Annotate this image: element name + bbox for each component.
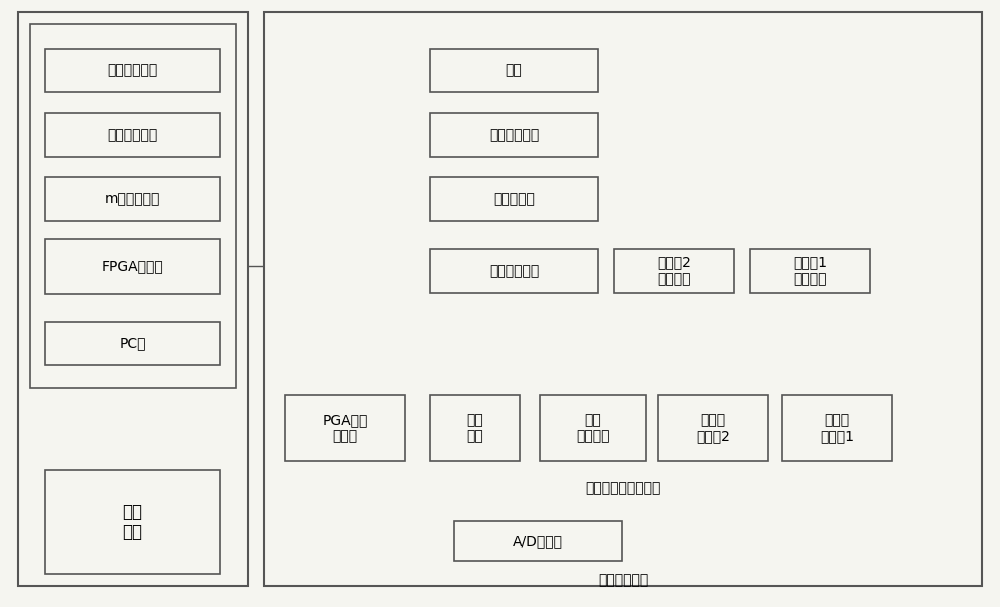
Text: 比较器2
基准电压: 比较器2 基准电压: [657, 256, 691, 286]
Text: 信号
衰减网络: 信号 衰减网络: [576, 413, 610, 443]
Bar: [45, 322, 220, 365]
Bar: [430, 249, 598, 293]
Bar: [264, 12, 982, 586]
Bar: [45, 239, 220, 294]
Bar: [750, 249, 870, 293]
Bar: [18, 12, 248, 586]
Bar: [658, 395, 768, 461]
Bar: [614, 249, 734, 293]
Text: 预处理电路: 预处理电路: [493, 192, 535, 206]
Bar: [430, 49, 598, 92]
Bar: [430, 395, 520, 461]
Text: 信号发射模块: 信号发射模块: [107, 127, 158, 142]
Bar: [454, 521, 622, 561]
Text: 电流测量模块: 电流测量模块: [107, 63, 158, 78]
Bar: [430, 113, 598, 157]
Bar: [782, 395, 892, 461]
Bar: [45, 49, 220, 92]
Bar: [430, 177, 598, 221]
Text: 系统
电源: 系统 电源: [122, 503, 143, 541]
Bar: [272, 308, 974, 504]
Text: A/D转换器: A/D转换器: [513, 534, 563, 548]
Text: 比较器1
基准电压: 比较器1 基准电压: [793, 256, 827, 286]
Bar: [285, 395, 405, 461]
Bar: [45, 177, 220, 221]
Text: 信号自适应处理网络: 信号自适应处理网络: [585, 481, 661, 496]
Text: 通道切换模块: 通道切换模块: [489, 127, 539, 142]
Text: 电极: 电极: [506, 63, 522, 78]
Bar: [45, 113, 220, 157]
Text: FPGA处理器: FPGA处理器: [102, 259, 163, 274]
Text: 低通滤波电路: 低通滤波电路: [489, 263, 539, 278]
Text: m序列发生器: m序列发生器: [105, 192, 160, 206]
Text: PGA程控
放大器: PGA程控 放大器: [322, 413, 368, 443]
Bar: [540, 395, 646, 461]
Text: PC机: PC机: [119, 336, 146, 351]
Bar: [45, 470, 220, 574]
Text: 信号处理模块: 信号处理模块: [598, 573, 648, 588]
Text: 双电压
比较器2: 双电压 比较器2: [696, 413, 730, 443]
Text: 双电压
比较器1: 双电压 比较器1: [820, 413, 854, 443]
Text: 信号
直通: 信号 直通: [467, 413, 483, 443]
Bar: [30, 24, 236, 388]
